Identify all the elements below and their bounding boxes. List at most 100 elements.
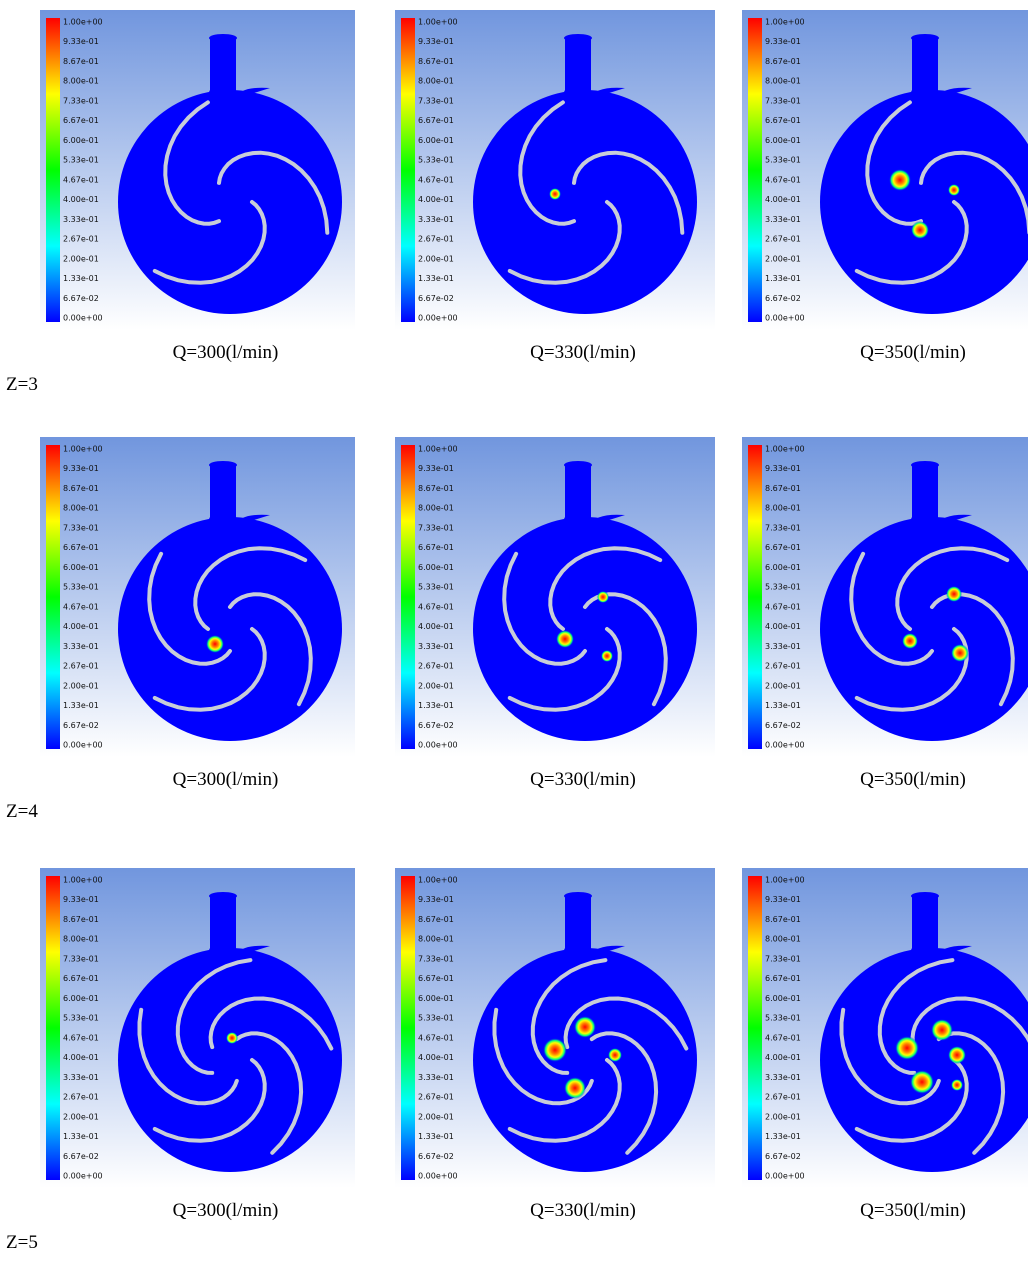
cavitation-zone	[597, 591, 609, 603]
colorbar-label: 3.33e-01	[765, 215, 801, 224]
colorbar-label: 8.67e-01	[63, 915, 99, 924]
colorbar-label: 9.33e-01	[765, 37, 801, 46]
colorbar-label: 7.33e-01	[63, 523, 99, 532]
contour-panel: 1.00e+009.33e-018.67e-018.00e-017.33e-01…	[40, 437, 355, 790]
colorbar-label: 2.67e-01	[418, 662, 454, 671]
colorbar-label: 2.00e-01	[418, 1112, 454, 1121]
colorbar-label: 1.00e+00	[765, 18, 805, 27]
colorbar	[46, 876, 60, 1180]
contour-panel: 1.00e+009.33e-018.67e-018.00e-017.33e-01…	[742, 10, 1028, 363]
colorbar-label: 1.33e-01	[63, 1132, 99, 1141]
colorbar	[748, 18, 762, 322]
colorbar-label: 8.00e-01	[418, 77, 454, 86]
colorbar-label: 7.33e-01	[418, 96, 454, 105]
colorbar-label: 6.67e-02	[418, 1152, 454, 1161]
colorbar-label: 5.33e-01	[63, 583, 99, 592]
colorbar-label: 5.33e-01	[765, 1014, 801, 1023]
caption: Q=330(l/min)	[530, 769, 636, 790]
colorbar-label: 5.33e-01	[765, 583, 801, 592]
colorbar-label: 9.33e-01	[418, 464, 454, 473]
outlet-lip	[564, 892, 592, 900]
colorbar-label: 1.00e+00	[63, 876, 103, 885]
colorbar-label: 6.00e-01	[418, 994, 454, 1003]
colorbar-label: 7.33e-01	[418, 954, 454, 963]
colorbar-label: 0.00e+00	[765, 741, 805, 750]
colorbar-label: 4.00e-01	[418, 1053, 454, 1062]
colorbar-label: 6.00e-01	[418, 563, 454, 572]
contour-panel: 1.00e+00 9.33e-01 8.67e-01 8.00e-01 7.33e-01…	[395, 10, 715, 363]
cavitation-zone	[556, 630, 574, 648]
colorbar-label: 1.33e-01	[418, 701, 454, 710]
colorbar-label: 4.00e-01	[765, 622, 801, 631]
colorbar-label: 0.00e+00	[63, 741, 103, 750]
colorbar-label: 1.33e-01	[63, 701, 99, 710]
colorbar-label: 4.67e-01	[63, 175, 99, 184]
colorbar-label: 8.00e-01	[418, 935, 454, 944]
cavitation-zone	[948, 1046, 966, 1064]
colorbar-label: 8.67e-01	[765, 915, 801, 924]
caption: Q=300(l/min)	[173, 342, 279, 363]
colorbar-label: 6.00e-01	[765, 994, 801, 1003]
colorbar-label: 2.00e-01	[63, 681, 99, 690]
caption: Q=300(l/min)	[173, 1200, 279, 1221]
colorbar-label: 0.00e+00	[418, 314, 458, 323]
colorbar-label: 6.67e-01	[765, 116, 801, 125]
caption: Q=300(l/min)	[173, 769, 279, 790]
panel-body: 1.00e+009.33e-018.67e-018.00e-017.33e-01…	[395, 868, 715, 1188]
colorbar-label: 9.33e-01	[63, 464, 99, 473]
cavitation-zone	[889, 169, 911, 191]
colorbar-label: 4.67e-01	[418, 175, 454, 184]
outlet-lip	[911, 892, 939, 900]
cavitation-zone	[951, 1079, 963, 1091]
colorbar-label: 4.67e-01	[63, 1033, 99, 1042]
colorbar-label: 8.00e-01	[765, 504, 801, 513]
colorbar	[401, 876, 415, 1180]
colorbar-label: 1.00e+00	[765, 445, 805, 454]
contour-panel: 1.00e+009.33e-018.67e-018.00e-017.33e-01…	[742, 868, 1028, 1221]
colorbar-label: 6.67e-01	[765, 543, 801, 552]
colorbar-label: 2.67e-01	[765, 1093, 801, 1102]
colorbar-label: 0.00e+00	[765, 314, 805, 323]
colorbar	[748, 445, 762, 749]
outlet-lip	[564, 461, 592, 469]
cavitation-zone	[543, 1038, 567, 1062]
panel-body: 1.00e+00 9.33e-01 8.67e-01 8.00e-01 7.33e-01…	[395, 10, 715, 330]
colorbar-label: 8.67e-01	[765, 484, 801, 493]
colorbar-label: 9.33e-01	[765, 464, 801, 473]
colorbar-label: 5.33e-01	[418, 156, 454, 165]
panel-body: 1.00e+009.33e-018.67e-018.00e-017.33e-01…	[395, 437, 715, 757]
colorbar-label: 7.33e-01	[765, 954, 801, 963]
cavitation-zone	[574, 1016, 596, 1038]
colorbar-label: 4.00e-01	[418, 622, 454, 631]
cavitation-zone	[902, 633, 918, 649]
caption: Q=330(l/min)	[530, 1200, 636, 1221]
outlet-lip	[911, 34, 939, 42]
panel-body: 1.00e+009.33e-018.67e-018.00e-017.33e-01…	[742, 868, 1028, 1188]
colorbar-label: 9.33e-01	[765, 895, 801, 904]
contour-panel: 1.00e+009.33e-018.67e-018.00e-017.33e-01…	[40, 868, 355, 1221]
volute	[473, 90, 697, 314]
cavitation-zone	[549, 188, 561, 200]
colorbar-label: 9.33e-01	[418, 37, 454, 46]
colorbar-label: 6.67e-01	[63, 116, 99, 125]
colorbar-label: 9.33e-01	[63, 895, 99, 904]
colorbar-label: 8.00e-01	[765, 77, 801, 86]
colorbar-label: 6.67e-02	[63, 1152, 99, 1161]
colorbar-label: 1.00e+00	[418, 18, 458, 27]
colorbar-label: 3.33e-01	[63, 642, 99, 651]
colorbar-label: 8.00e-01	[63, 504, 99, 513]
colorbar-label: 6.67e-02	[765, 721, 801, 730]
outlet-lip	[564, 34, 592, 42]
colorbar-label: 8.67e-01	[418, 484, 454, 493]
colorbar-label: 2.67e-01	[765, 662, 801, 671]
colorbar-label: 6.00e-01	[765, 563, 801, 572]
colorbar-label: 3.33e-01	[418, 642, 454, 651]
caption: Q=350(l/min)	[860, 342, 966, 363]
colorbar-label: 2.67e-01	[63, 235, 99, 244]
colorbar-label: 8.00e-01	[63, 935, 99, 944]
colorbar-label: 6.00e-01	[63, 994, 99, 1003]
volute	[118, 948, 342, 1172]
colorbar-label: 4.00e-01	[63, 622, 99, 631]
cavitation-zone	[226, 1032, 238, 1044]
colorbar-label: 8.67e-01	[418, 57, 454, 66]
